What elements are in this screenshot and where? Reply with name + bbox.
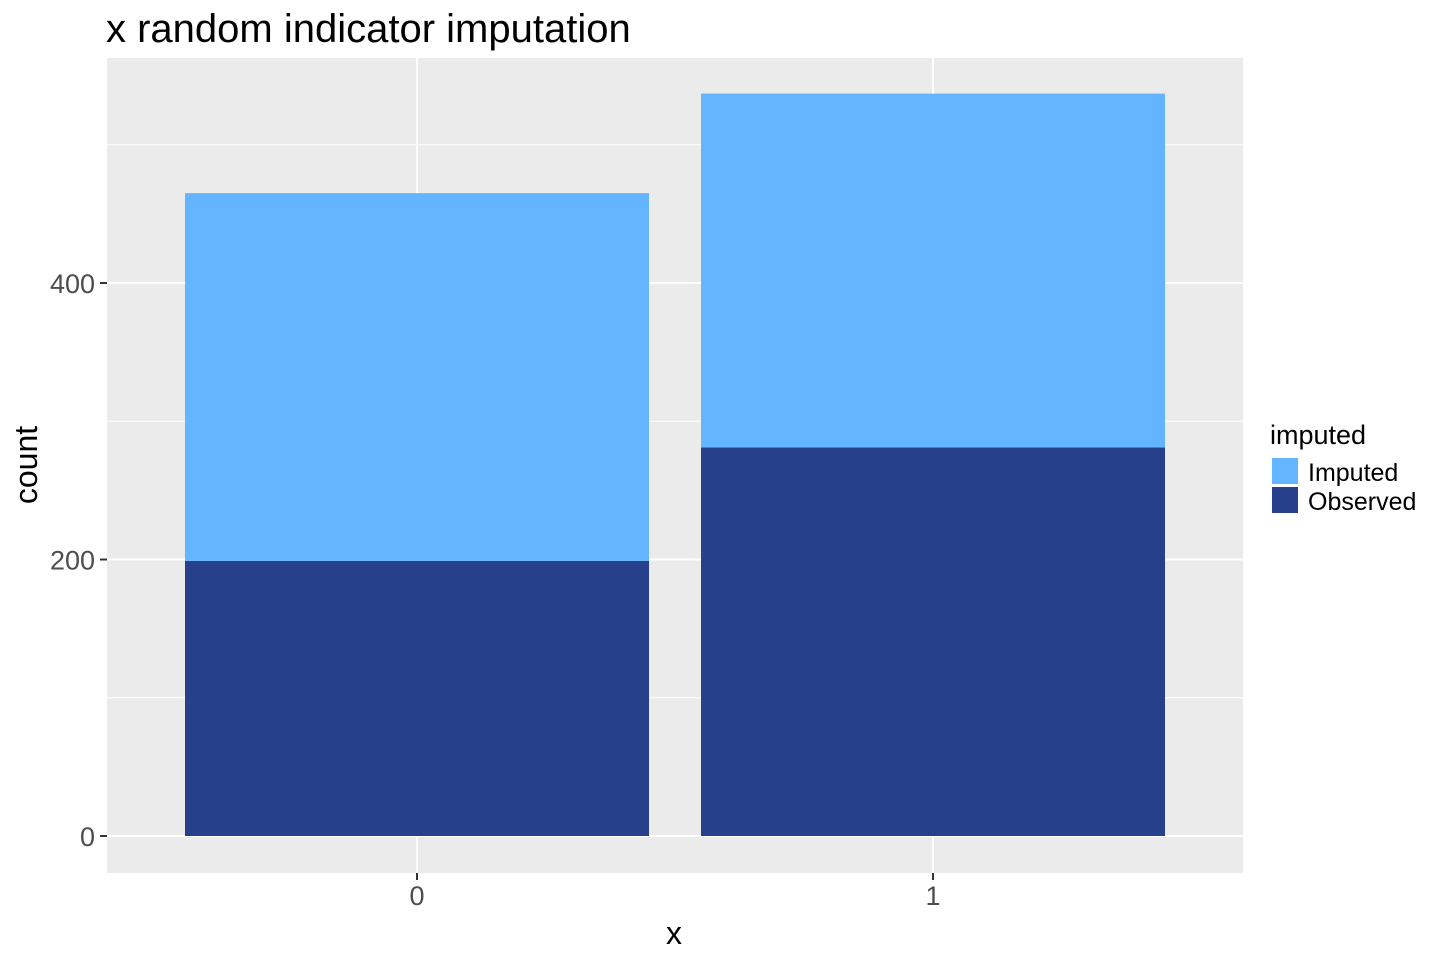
y-tick-label: 0 (80, 822, 95, 852)
x-tick-label: 1 (925, 881, 940, 911)
y-axis-title: count (8, 426, 44, 504)
legend-key-imputed (1272, 458, 1298, 484)
bar-observed-1 (701, 447, 1165, 836)
bars (185, 93, 1165, 836)
bar-observed-0 (185, 560, 649, 836)
y-tick-label: 400 (50, 269, 95, 299)
legend-title: imputed (1270, 420, 1366, 450)
x-axis-title: x (666, 915, 682, 951)
y-tick-label: 200 (50, 546, 95, 576)
legend-label-observed: Observed (1308, 488, 1416, 516)
bar-imputed-1 (701, 93, 1165, 448)
bar-imputed-0 (185, 193, 649, 561)
chart-title: x random indicator imputation (106, 7, 631, 51)
x-tick-label: 0 (409, 881, 424, 911)
y-axis: 0 200 400 (50, 269, 107, 852)
legend-label-imputed: Imputed (1308, 459, 1398, 487)
legend-key-observed (1272, 487, 1298, 513)
